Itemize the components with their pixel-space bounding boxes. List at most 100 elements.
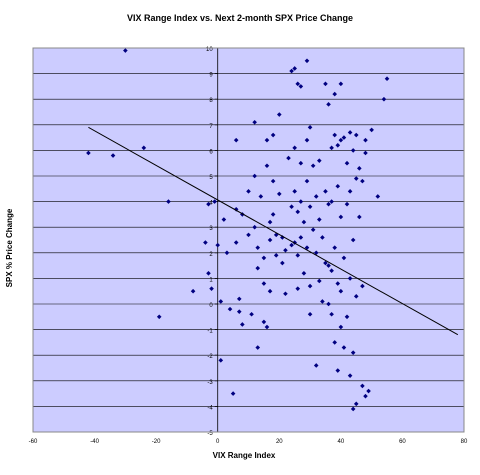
y-axis-label: SPX % Price Change — [5, 208, 14, 287]
data-point — [270, 178, 276, 184]
y-tick-label: -2 — [207, 354, 213, 360]
data-point — [344, 160, 350, 166]
data-point — [381, 96, 387, 102]
data-point — [307, 204, 313, 210]
data-point — [350, 406, 356, 412]
y-tick-label: -4 — [207, 405, 213, 411]
data-point — [218, 358, 224, 363]
y-tick-label: 5 — [209, 175, 213, 181]
data-point — [347, 373, 353, 378]
data-point — [298, 235, 304, 240]
data-point — [384, 76, 390, 82]
data-point — [350, 237, 356, 243]
data-point — [353, 294, 359, 299]
data-point — [190, 288, 196, 294]
data-point — [224, 250, 230, 256]
data-point — [350, 148, 356, 153]
data-point — [292, 189, 297, 194]
data-point — [264, 324, 270, 330]
data-point — [341, 345, 347, 350]
data-point — [363, 393, 368, 399]
data-point — [338, 288, 344, 294]
data-point — [335, 281, 341, 286]
data-point — [307, 125, 313, 130]
data-point — [295, 253, 301, 258]
data-point — [304, 178, 310, 184]
data-point — [230, 391, 236, 396]
data-point — [313, 363, 319, 368]
y-tick-label: 4 — [209, 201, 213, 207]
data-point — [240, 322, 245, 327]
data-point — [344, 314, 350, 320]
data-point — [332, 132, 337, 138]
data-point — [236, 309, 242, 314]
trendline — [88, 126, 459, 336]
data-point — [295, 286, 301, 291]
data-point — [267, 237, 273, 243]
x-tick-label: -20 — [152, 439, 161, 445]
data-point — [335, 142, 341, 148]
data-point — [329, 311, 334, 317]
tick-labels: -5 -4 -3 -2 -1 0 1 2 3 4 5 6 7 8 9 10 -60 -40 -20 0 20 40 60 80 — [29, 47, 468, 445]
x-axis-label: VIX Range Index — [213, 451, 276, 460]
y-tick-label: 8 — [209, 98, 213, 104]
x-tick-label: 80 — [461, 439, 468, 445]
data-point — [366, 388, 371, 394]
data-point — [332, 340, 337, 345]
data-point — [276, 191, 282, 197]
data-point — [329, 145, 334, 151]
data-point — [141, 145, 147, 151]
data-point — [166, 199, 171, 204]
data-point — [258, 194, 264, 199]
data-point — [301, 270, 307, 276]
data-point — [267, 288, 273, 294]
data-point — [221, 217, 227, 222]
data-point — [249, 311, 254, 317]
data-point — [329, 199, 334, 204]
y-tick-label: 2 — [209, 252, 213, 258]
x-tick-label: 40 — [338, 439, 345, 445]
data-point — [261, 319, 267, 325]
data-point — [206, 270, 211, 276]
data-point — [332, 91, 337, 97]
data-point — [246, 189, 251, 194]
data-point — [123, 48, 128, 53]
data-point — [209, 286, 214, 291]
data-point — [304, 58, 310, 64]
data-point — [338, 214, 344, 220]
y-tick-label: 9 — [209, 73, 213, 79]
data-point — [326, 201, 331, 207]
data-point — [347, 276, 353, 281]
y-tick-label: 6 — [209, 149, 213, 155]
data-point — [252, 224, 257, 230]
data-point — [298, 84, 304, 89]
data-point — [295, 209, 301, 215]
y-tick-label: 0 — [209, 303, 213, 309]
data-point — [276, 112, 282, 117]
data-points — [86, 48, 390, 412]
gridlines — [33, 47, 464, 433]
data-point — [233, 240, 239, 245]
data-point — [341, 135, 347, 140]
data-point — [280, 260, 285, 266]
data-point — [292, 66, 297, 71]
data-point — [218, 299, 224, 304]
data-point — [298, 160, 304, 166]
data-point — [313, 250, 319, 256]
data-point — [261, 281, 267, 286]
data-point — [323, 81, 328, 87]
data-point — [280, 235, 285, 240]
data-point — [289, 68, 294, 74]
y-tick-label: 10 — [206, 47, 213, 53]
data-point — [292, 145, 297, 151]
data-point — [156, 314, 162, 320]
data-point — [326, 301, 331, 307]
data-point — [255, 265, 261, 271]
data-point — [310, 227, 316, 233]
data-point — [329, 268, 334, 274]
data-point — [236, 296, 242, 302]
data-point — [350, 350, 356, 355]
data-point — [246, 232, 251, 238]
data-point — [357, 166, 362, 171]
